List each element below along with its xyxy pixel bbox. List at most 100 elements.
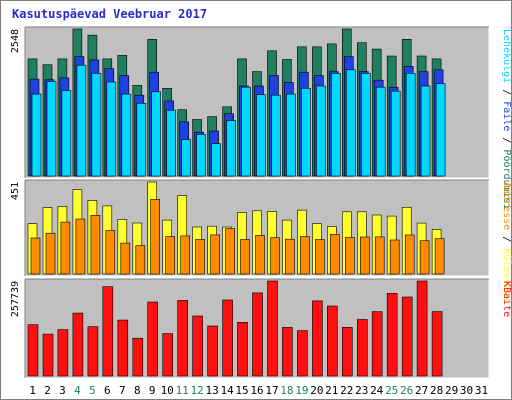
x-tick-day-18: 18: [280, 384, 293, 397]
x-tick-day-1: 1: [29, 384, 36, 397]
visitors-bar-sites-day-3: [60, 221, 71, 275]
x-tick-day-7: 7: [119, 384, 126, 397]
kbytes-bar-kbytes-day-28: [431, 311, 443, 377]
visitors-bar-sites-day-8: [135, 245, 146, 275]
visitors-bar-sites-day-10: [165, 236, 175, 275]
x-tick-day-10: 10: [161, 384, 174, 397]
visitors-bar-sites-day-9: [150, 199, 160, 275]
kbytes-bar-kbytes-day-20: [312, 300, 323, 377]
x-tick-day-24: 24: [370, 384, 384, 397]
x-tick-day-30: 30: [460, 384, 473, 397]
visitors-bar-sites-day-18: [285, 238, 295, 275]
x-tick-day-8: 8: [134, 384, 141, 397]
requests-legend: Lehekülgi / Faile / Pöördumisi: [501, 29, 512, 210]
visitors-legend-sites: Aadresse: [501, 182, 512, 230]
kbytes-bar-kbytes-day-27: [416, 280, 428, 377]
x-tick-day-11: 11: [176, 384, 189, 397]
visitors-bar-sites-day-27: [419, 240, 430, 275]
visitors-bar-sites-day-15: [240, 239, 250, 275]
requests-bar-hits-day-7: [121, 93, 132, 177]
visitors-bar-sites-day-21: [329, 234, 340, 275]
requests-bar-hits-day-2: [46, 81, 57, 177]
x-tick-day-16: 16: [250, 384, 263, 397]
visitors-legend-separator: /: [501, 230, 512, 248]
x-tick-day-17: 17: [265, 384, 278, 397]
visitors-legend: Aadresse / Külastusi: [501, 182, 512, 302]
requests-bar-hits-day-24: [375, 86, 386, 177]
x-tick-day-27: 27: [415, 384, 428, 397]
visitors-bar-sites-day-28: [434, 238, 445, 275]
x-tick-day-22: 22: [340, 384, 353, 397]
requests-bar-hits-day-15: [241, 86, 251, 177]
requests-bar-hits-day-20: [316, 85, 326, 177]
visitors-bar-sites-day-4: [75, 218, 86, 275]
visitors-bar-sites-day-12: [195, 239, 205, 275]
kbytes-bar-kbytes-day-3: [57, 329, 69, 377]
kbytes-bar-kbytes-day-21: [326, 305, 338, 377]
kbytes-bar-kbytes-day-7: [117, 319, 129, 377]
kbytes-bar-kbytes-day-23: [356, 319, 368, 377]
x-tick-day-15: 15: [235, 384, 248, 397]
requests-legend-separator: /: [501, 83, 512, 101]
requests-panel: 2548 Lehekülgi / Faile / Pöördumisi: [10, 26, 512, 210]
x-tick-day-9: 9: [149, 384, 156, 397]
kbytes-bar-kbytes-day-13: [207, 325, 218, 377]
requests-bar-hits-day-3: [61, 90, 72, 177]
x-tick-day-2: 2: [44, 384, 51, 397]
x-tick-day-6: 6: [104, 384, 111, 397]
kbytes-bar-kbytes-day-5: [87, 326, 99, 377]
kbytes-bar-kbytes-day-17: [267, 280, 278, 377]
chart-title: Kasutuspäevad Veebruar 2017: [12, 7, 208, 21]
kbytes-bar-kbytes-day-14: [222, 299, 233, 377]
requests-bar-hits-day-21: [330, 73, 341, 177]
x-tick-day-5: 5: [89, 384, 96, 397]
visitors-bar-sites-day-14: [225, 228, 235, 275]
requests-bar-hits-day-8: [136, 103, 147, 177]
requests-legend-separator: /: [501, 131, 512, 149]
x-tick-day-21: 21: [325, 384, 338, 397]
x-tick-day-14: 14: [220, 384, 234, 397]
kbytes-max-label: 257739: [10, 281, 21, 317]
x-tick-day-31: 31: [475, 384, 488, 397]
requests-bar-hits-day-12: [196, 134, 206, 177]
requests-bar-hits-day-17: [271, 94, 281, 177]
requests-bar-hits-day-19: [301, 88, 311, 177]
kbytes-bar-kbytes-day-22: [341, 326, 353, 377]
kbytes-bar-kbytes-day-9: [147, 301, 158, 377]
visitors-bar-sites-day-23: [359, 236, 370, 275]
requests-bar-hits-day-14: [226, 120, 236, 177]
kbytes-bar-kbytes-day-12: [192, 315, 203, 377]
requests-bar-hits-day-27: [420, 85, 431, 177]
kbytes-legend: KBaite: [501, 281, 512, 317]
x-tick-day-29: 29: [445, 384, 458, 397]
visitors-bar-sites-day-17: [270, 237, 280, 275]
requests-legend-pages: Pöördumisi: [501, 149, 512, 209]
visitors-bar-sites-day-11: [180, 235, 190, 275]
kbytes-bar-kbytes-day-24: [371, 311, 383, 377]
visitors-bar-sites-day-2: [45, 232, 56, 275]
visitors-bar-sites-day-22: [344, 237, 355, 275]
x-tick-day-4: 4: [74, 384, 81, 397]
visitors-bar-sites-day-25: [389, 239, 400, 275]
x-tick-day-25: 25: [385, 384, 398, 397]
visitors-bar-sites-day-5: [90, 215, 101, 275]
kbytes-panel: 257739 KBaite: [10, 278, 512, 379]
requests-bar-hits-day-16: [256, 94, 266, 177]
requests-bar-hits-day-13: [211, 143, 221, 177]
x-tick-day-20: 20: [310, 384, 323, 397]
requests-bar-hits-day-23: [360, 73, 371, 177]
x-tick-day-28: 28: [430, 384, 443, 397]
x-tick-day-19: 19: [295, 384, 308, 397]
visitors-max-label: 451: [10, 182, 21, 200]
visitors-bar-sites-day-1: [30, 237, 41, 275]
visitors-bar-sites-day-20: [315, 239, 325, 275]
kbytes-bar-kbytes-day-16: [252, 292, 263, 377]
kbytes-bar-kbytes-day-1: [27, 324, 39, 377]
requests-bar-hits-day-28: [435, 83, 446, 177]
requests-legend-files: Faile: [501, 101, 512, 131]
visitors-bar-sites-day-13: [210, 234, 220, 275]
x-tick-day-3: 3: [59, 384, 66, 397]
requests-legend-hits: Lehekülgi: [501, 29, 512, 83]
requests-bar-hits-day-9: [151, 91, 161, 177]
kbytes-legend-kbytes: KBaite: [501, 281, 512, 317]
